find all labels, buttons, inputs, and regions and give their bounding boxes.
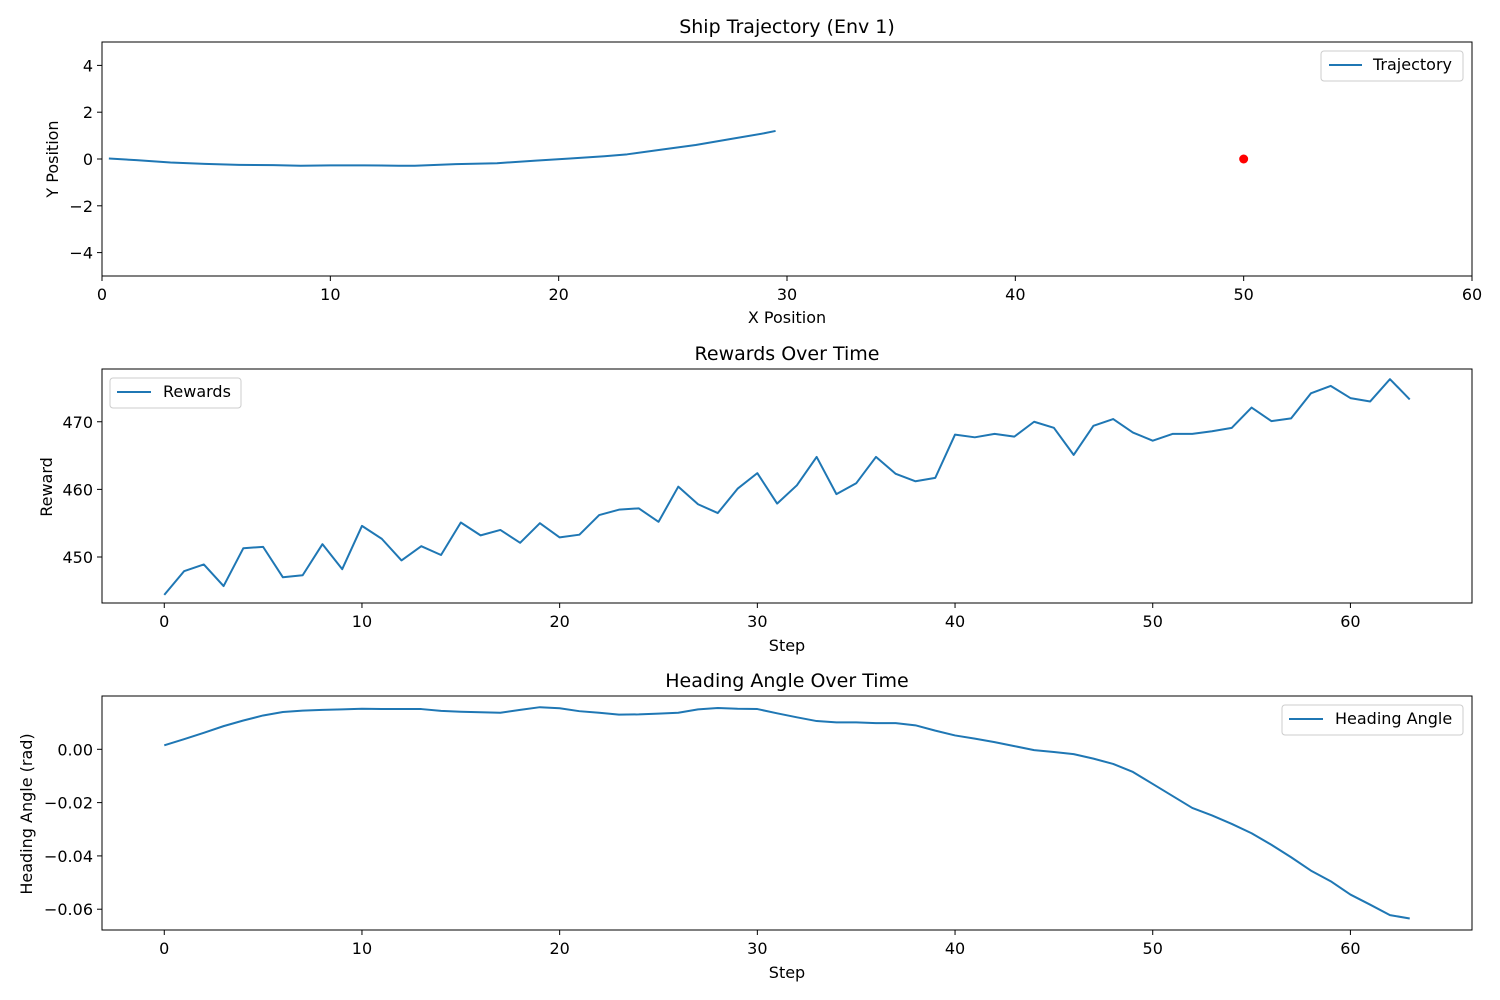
series-line <box>163 706 1410 920</box>
chart-title: Ship Trajectory (Env 1) <box>679 16 895 38</box>
y-tick-label: −4 <box>69 244 93 263</box>
x-tick-label: 60 <box>1462 285 1482 304</box>
trajectory-chart: Ship Trajectory (Env 1) X Position Y Pos… <box>43 16 1482 327</box>
legend-box <box>1320 50 1464 82</box>
legend-label-rewards: Rewards <box>163 382 231 401</box>
y-tick-label: 2 <box>83 103 93 122</box>
x-axis-label: Step <box>769 636 805 655</box>
y-tick-label: −0.04 <box>44 847 93 866</box>
plot-area: 0 10 20 30 40 50 60 450 460 470 <box>62 368 1473 631</box>
x-tick-label: 0 <box>159 612 169 631</box>
series-line <box>108 129 776 167</box>
x-axis-label: X Position <box>748 308 826 327</box>
series-line <box>163 378 1411 596</box>
target-marker <box>1239 154 1249 164</box>
x-axis-label: Step <box>769 963 805 982</box>
y-tick-label: 0.00 <box>57 740 93 759</box>
chart-title: Rewards Over Time <box>695 343 880 365</box>
x-tick-label: 20 <box>549 612 569 631</box>
heading-chart: Heading Angle Over Time Step Heading Ang… <box>17 670 1473 982</box>
x-tick-label: 0 <box>97 285 107 304</box>
axes-frame <box>101 695 1473 931</box>
axes-frame <box>101 368 1473 604</box>
legend-box <box>109 377 242 409</box>
y-tick-label: 4 <box>83 56 93 75</box>
x-tick-label: 20 <box>548 285 568 304</box>
y-tick-label: 470 <box>62 413 93 432</box>
y-tick-label: −0.06 <box>44 900 93 919</box>
legend: Heading Angle <box>1281 704 1464 736</box>
y-tick-label: 460 <box>62 480 93 499</box>
y-tick-label: −2 <box>69 197 93 216</box>
y-tick-label: 450 <box>62 548 93 567</box>
legend: Trajectory <box>1320 50 1464 82</box>
y-axis-label: Heading Angle (rad) <box>17 733 36 894</box>
x-tick-label: 10 <box>352 612 372 631</box>
axes-frame <box>101 41 1473 277</box>
y-axis-label: Y Position <box>43 120 62 198</box>
x-tick-label: 60 <box>1340 612 1360 631</box>
legend-box <box>1281 704 1464 736</box>
x-tick-label: 0 <box>159 939 169 958</box>
x-tick-label: 10 <box>352 939 372 958</box>
x-tick-label: 20 <box>549 939 569 958</box>
x-tick-label: 40 <box>1005 285 1025 304</box>
y-tick-label: −0.02 <box>44 794 93 813</box>
x-tick-label: 50 <box>1143 612 1163 631</box>
x-tick-label: 30 <box>747 612 767 631</box>
x-tick-label: 30 <box>777 285 797 304</box>
x-tick-label: 50 <box>1233 285 1253 304</box>
chart-title: Heading Angle Over Time <box>665 670 908 692</box>
plot-area: 0 10 20 30 40 50 60 −0.06 −0.04 −0.02 0.00 <box>44 695 1473 958</box>
x-tick-label: 30 <box>747 939 767 958</box>
legend: Rewards <box>109 377 242 409</box>
x-tick-label: 40 <box>945 612 965 631</box>
y-tick-label: 0 <box>83 150 93 169</box>
legend-label-trajectory: Trajectory <box>1372 55 1452 74</box>
rewards-chart: Rewards Over Time Step Reward 0 10 20 30 40 5… <box>37 343 1473 655</box>
x-tick-label: 10 <box>320 285 340 304</box>
y-axis-label: Reward <box>37 457 56 517</box>
x-tick-label: 50 <box>1143 939 1163 958</box>
x-tick-label: 60 <box>1340 939 1360 958</box>
plot-area: 0 10 20 30 40 50 60 −4 −2 0 2 4 <box>69 41 1482 304</box>
legend-label-heading-angle: Heading Angle <box>1335 709 1452 728</box>
x-tick-label: 40 <box>945 939 965 958</box>
